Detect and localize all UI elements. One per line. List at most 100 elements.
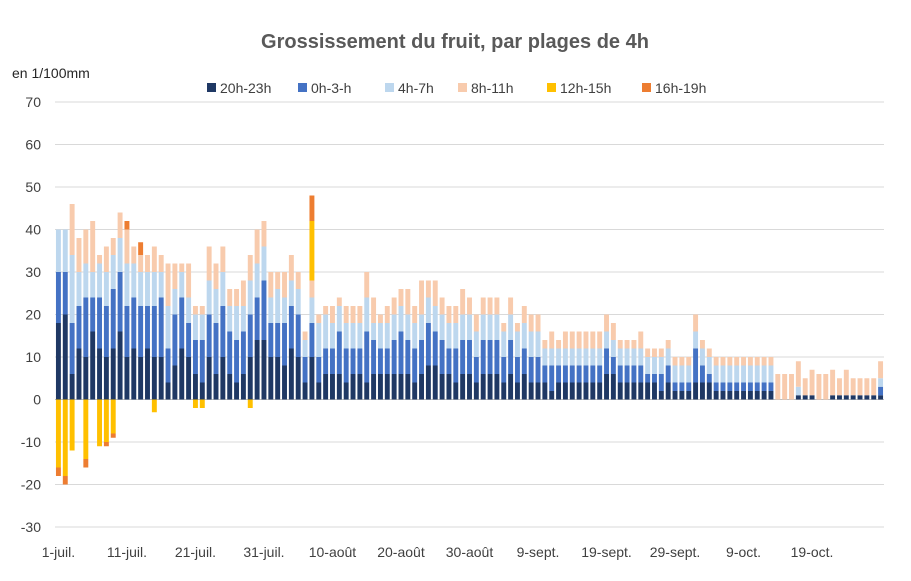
bar-segment	[179, 272, 185, 298]
bar-segment	[336, 297, 342, 306]
bar-segment	[521, 306, 527, 323]
bar-segment	[240, 306, 246, 332]
bar-segment	[604, 331, 609, 349]
bar-segment	[357, 374, 363, 400]
bar-segment	[234, 382, 240, 400]
bar-segment	[686, 391, 692, 400]
bar-segment	[604, 314, 609, 332]
bar-segment	[364, 297, 370, 332]
bar-segment	[706, 382, 712, 400]
bar-segment	[275, 357, 281, 400]
legend-label: 0h-3-h	[311, 80, 351, 96]
bar-segment	[357, 348, 363, 374]
bar-segment	[645, 382, 651, 400]
bar-segment	[487, 297, 493, 315]
bar-segment	[747, 357, 753, 366]
bar-segment	[741, 357, 747, 366]
bar-segment	[261, 221, 267, 247]
bar-segment	[405, 314, 411, 340]
bar-segment	[658, 374, 664, 391]
bar-segment	[282, 297, 287, 323]
bar-segment	[720, 365, 726, 383]
bar-segment	[652, 357, 657, 374]
bar-segment	[699, 348, 705, 366]
bar-segment	[76, 348, 82, 400]
bar-segment	[275, 323, 281, 357]
bar-segment	[693, 331, 699, 349]
bar-segment	[672, 357, 678, 366]
bar-segment	[419, 314, 424, 340]
bar-segment	[741, 365, 747, 383]
bar-segment	[590, 331, 596, 349]
legend-swatch	[385, 83, 394, 92]
bar-segment	[460, 340, 466, 374]
bar-segment	[103, 442, 109, 447]
bar-segment	[364, 382, 370, 400]
bar-segment	[597, 382, 603, 400]
bar-segment	[117, 272, 123, 332]
bar-segment	[556, 348, 562, 366]
bar-segment	[83, 263, 89, 298]
bar-segment	[124, 357, 130, 400]
bar-segment	[55, 467, 61, 476]
y-tick-label: 20	[25, 307, 41, 323]
bar-segment	[117, 238, 123, 272]
bar-segment	[110, 433, 116, 438]
bar-segment	[473, 357, 479, 383]
bar-segment	[172, 263, 178, 289]
bar-segment	[110, 255, 116, 289]
bar-segment	[727, 391, 733, 400]
bar-segment	[549, 348, 555, 366]
bar-segment	[706, 348, 712, 357]
chart-title: Grossissement du fruit, par plages de 4h	[261, 31, 649, 53]
bar-segment	[624, 340, 630, 349]
bar-segment	[521, 348, 527, 374]
bar-segment	[706, 357, 712, 374]
bar-segment	[425, 365, 431, 400]
bar-segment	[439, 297, 445, 315]
x-tick-label: 30-août	[446, 544, 494, 560]
bar-segment	[857, 395, 863, 400]
bar-segment	[569, 365, 575, 383]
bar-segment	[617, 348, 623, 366]
bar-segment	[151, 272, 157, 306]
bar-segment	[323, 314, 329, 349]
x-tick-label: 20-août	[377, 544, 425, 560]
bar-segment	[323, 374, 329, 400]
bar-segment	[706, 374, 712, 383]
bar-segment	[165, 348, 171, 383]
x-tick-label: 1-juil.	[42, 544, 75, 560]
bar-segment	[487, 314, 493, 340]
bar-segment	[693, 348, 699, 383]
bar-segment	[213, 323, 219, 374]
bar-segment	[186, 263, 192, 298]
bar-segment	[343, 382, 349, 400]
bar-segment	[350, 374, 356, 400]
bar-segment	[535, 331, 541, 357]
bar-segment	[837, 378, 842, 396]
bar-segment	[384, 374, 390, 400]
legend-swatch	[207, 83, 216, 92]
bar-segment	[604, 348, 609, 374]
bar-segment	[432, 280, 438, 306]
bar-segment	[55, 229, 61, 272]
bar-segment	[158, 255, 164, 272]
bar-segment	[453, 323, 459, 349]
bar-segment	[843, 369, 849, 396]
bar-segment	[158, 297, 164, 357]
y-axis-ticks: 70 60 50 40 30 20 10 0 -10 -20 -30	[21, 94, 41, 535]
bar-segment	[419, 340, 424, 374]
bar-segment	[665, 348, 671, 366]
bar-segment	[220, 272, 226, 306]
bar-segment	[645, 348, 651, 357]
bar-segment	[103, 357, 109, 400]
bar-segment	[199, 340, 205, 383]
bar-segment	[514, 357, 520, 383]
bar-segment	[254, 229, 260, 264]
bar-segment	[473, 331, 479, 357]
bar-segment	[110, 238, 116, 255]
bar-segment	[617, 365, 623, 383]
bar-segment	[398, 331, 404, 374]
bar-segment	[432, 306, 438, 332]
bar-segment	[453, 306, 459, 323]
